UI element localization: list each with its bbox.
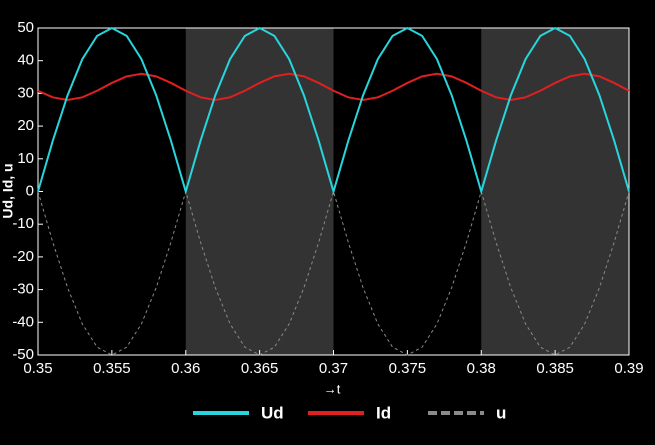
y-tick-label: 20 [17, 117, 34, 134]
series-line [37, 26, 630, 196]
y-tick-label: 40 [17, 52, 34, 69]
x-tick-label: 0.385 [536, 360, 574, 377]
x-tick-label: 0.375 [389, 360, 427, 377]
legend-label: Ud [261, 403, 284, 422]
y-tick-label: -40 [12, 313, 34, 330]
y-tick-label: -50 [12, 346, 34, 363]
y-tick-label: 10 [17, 150, 34, 167]
x-tick-label: 0.35 [23, 360, 52, 377]
y-tick-label: 30 [17, 84, 34, 101]
x-tick-label: 0.38 [467, 360, 496, 377]
x-tick-label: 0.365 [241, 360, 279, 377]
y-tick-label: -30 [12, 281, 34, 298]
y-tick-label: -10 [12, 215, 34, 232]
y-tick-label: 0 [26, 182, 34, 199]
y-axis-label: Ud, Id, u [0, 163, 16, 218]
shaded-region [481, 28, 629, 355]
y-tick-label: 50 [17, 19, 34, 36]
x-axis-label: →t [324, 381, 341, 396]
x-tick-label: 0.36 [171, 360, 200, 377]
legend-label: Id [376, 403, 391, 422]
x-tick-label: 0.39 [614, 360, 643, 377]
x-tick-label: 0.37 [319, 360, 348, 377]
y-tick-label: -20 [12, 248, 34, 265]
series-line [37, 72, 630, 101]
x-tick-label: 0.355 [93, 360, 131, 377]
legend-label: u [496, 403, 506, 422]
shaded-region [185, 28, 334, 355]
